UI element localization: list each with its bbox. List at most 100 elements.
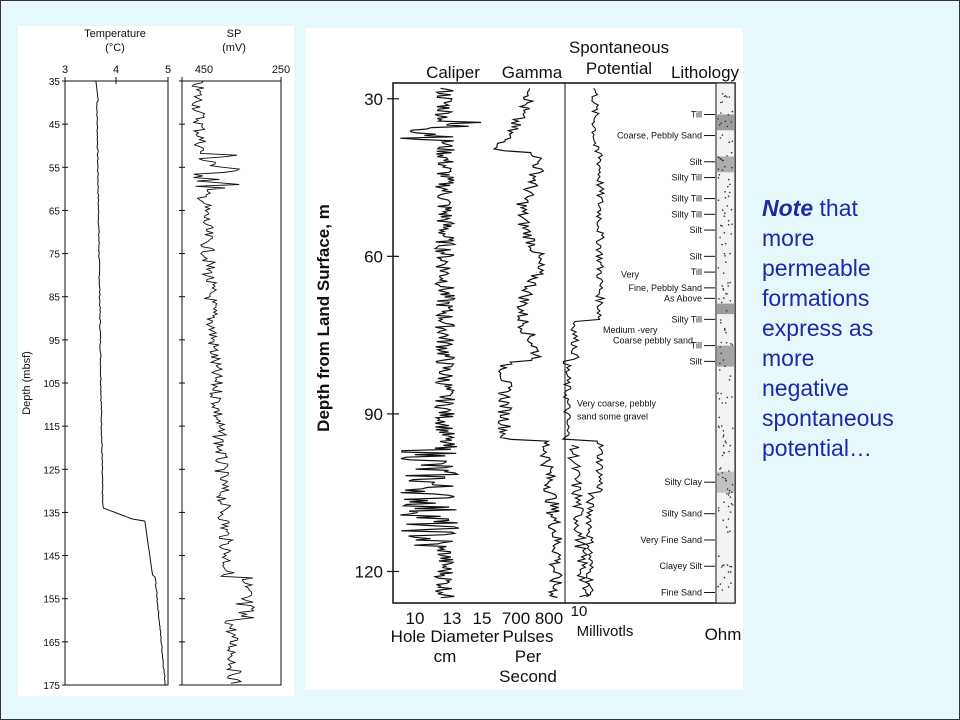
lithology-dot [728, 489, 731, 492]
lithology-dot [723, 501, 725, 504]
lithology-dot [719, 346, 721, 348]
note-line: more [762, 345, 815, 371]
lithology-label: Silty Till [671, 314, 702, 324]
note-line: permeable [762, 255, 871, 281]
lithology-dot [727, 220, 730, 222]
lithology-dot [730, 151, 733, 154]
lithology-dot [722, 430, 725, 432]
lithology-dot [730, 208, 733, 211]
caliper-tick-15: 15 [473, 609, 492, 628]
lithology-dot [728, 178, 730, 181]
lithology-dot [724, 120, 727, 123]
note-line: express as [762, 315, 874, 341]
lithology-dot [722, 272, 725, 274]
depth-tick-group: 30 60 90 120 [355, 90, 399, 581]
gamma-footer-line2: Per [515, 647, 542, 666]
depth-tick-label: 90 [364, 405, 383, 424]
lithology-dot [728, 470, 730, 472]
lithology-dot [723, 576, 726, 579]
lithology-dot [717, 199, 720, 201]
lithology-dot [717, 509, 720, 512]
lithology-dot [720, 112, 722, 114]
lithology-label: Very Fine Sand [640, 535, 702, 545]
lithology-dot [721, 101, 724, 103]
lithology-dot [719, 362, 721, 365]
sp-header-line2: Potential [586, 59, 652, 78]
lithology-dot [730, 565, 733, 568]
lithology-label: Silt [689, 356, 702, 366]
gamma-header: Gamma [502, 63, 563, 82]
lithology-dot [725, 442, 727, 444]
lithology-dot [729, 511, 732, 513]
lithology-dot [726, 96, 728, 98]
lithology-label: Silty Till [671, 173, 702, 183]
lithology-dot [717, 585, 719, 588]
lithology-pattern [717, 93, 734, 591]
lithology-dot [721, 402, 723, 404]
lithology-dot [724, 477, 727, 480]
lithology-dot [722, 436, 725, 438]
lithology-label: Silty Clay [664, 477, 702, 487]
note-line: formations [762, 285, 870, 311]
depth-tick-label: 145 [43, 552, 60, 563]
spontaneous-potential-curve [561, 87, 607, 598]
lithology-label: Silt [689, 225, 702, 235]
lithology-label: Silt [689, 251, 702, 261]
lithology-dot [720, 122, 722, 124]
depth-tick-label: 165 [43, 638, 60, 649]
lithology-dot [724, 212, 726, 214]
lithology-dot [728, 141, 730, 143]
lithology-dot [724, 191, 726, 193]
lithology-dot [724, 165, 726, 168]
lithology-label: Till [691, 110, 702, 120]
temperature-title: Temperature [84, 28, 146, 40]
lithology-dot [721, 134, 724, 136]
lithology-band [717, 156, 734, 173]
depth-tick-group: 35 45 55 65 75 85 95 105 115 125 135 145 155 165 175 [43, 77, 185, 692]
temperature-sp-log-figure: Temperature (°C) SP (mV) 3 4 5 450 250 D… [18, 26, 294, 696]
depth-axis-label: Depth (mbsf) [21, 351, 33, 415]
lithology-dot [717, 118, 719, 120]
lithology-dot [724, 329, 726, 331]
lithology-dot [727, 494, 730, 496]
caliper-header: Caliper [426, 63, 480, 82]
lithology-dot [725, 310, 728, 312]
lithology-label: Till [691, 267, 702, 277]
lithology-dot [729, 565, 731, 568]
depth-tick-label: 45 [49, 120, 61, 131]
depth-tick-label: 135 [43, 508, 60, 519]
lithology-dot [728, 450, 730, 453]
lithology-dot [729, 252, 731, 255]
lithology-dot [726, 564, 729, 566]
lithology-dot [726, 125, 729, 128]
lithology-dot [727, 195, 730, 198]
depth-tick-label: 30 [364, 90, 383, 109]
sp-header-line1: Spontaneous [569, 38, 669, 57]
lithology-dot [729, 300, 732, 302]
depth-axis-label: Depth from Land Surface, m [314, 204, 333, 432]
lithology-dot [727, 282, 729, 284]
lithology-dot [724, 365, 726, 368]
temperature-tick-4: 4 [113, 64, 119, 76]
lithology-dot [722, 434, 725, 436]
lithology-dot [730, 582, 732, 584]
lithology-dot [720, 341, 723, 344]
depth-tick-label: 35 [49, 77, 61, 88]
lithology-dot [725, 261, 727, 263]
lithology-dot [719, 583, 722, 585]
lithology-dot [732, 427, 734, 430]
lithology-dot [723, 451, 725, 454]
resistivity-curve [566, 444, 591, 598]
lithology-dot [718, 555, 720, 557]
lithology-dot [729, 571, 732, 573]
lithology-dot [723, 231, 726, 234]
lithology-dot [729, 281, 731, 284]
lithology-dot [719, 236, 721, 239]
lithology-dot [718, 426, 720, 429]
lithology-label: Fine Sand [661, 587, 702, 597]
lithology-annotation: Very [621, 270, 640, 280]
lithology-band [717, 303, 734, 315]
lithology-dot [722, 359, 725, 361]
well-log-figure: Caliper Gamma Spontaneous Potential Lith… [305, 28, 743, 690]
lithology-dot [720, 352, 722, 355]
